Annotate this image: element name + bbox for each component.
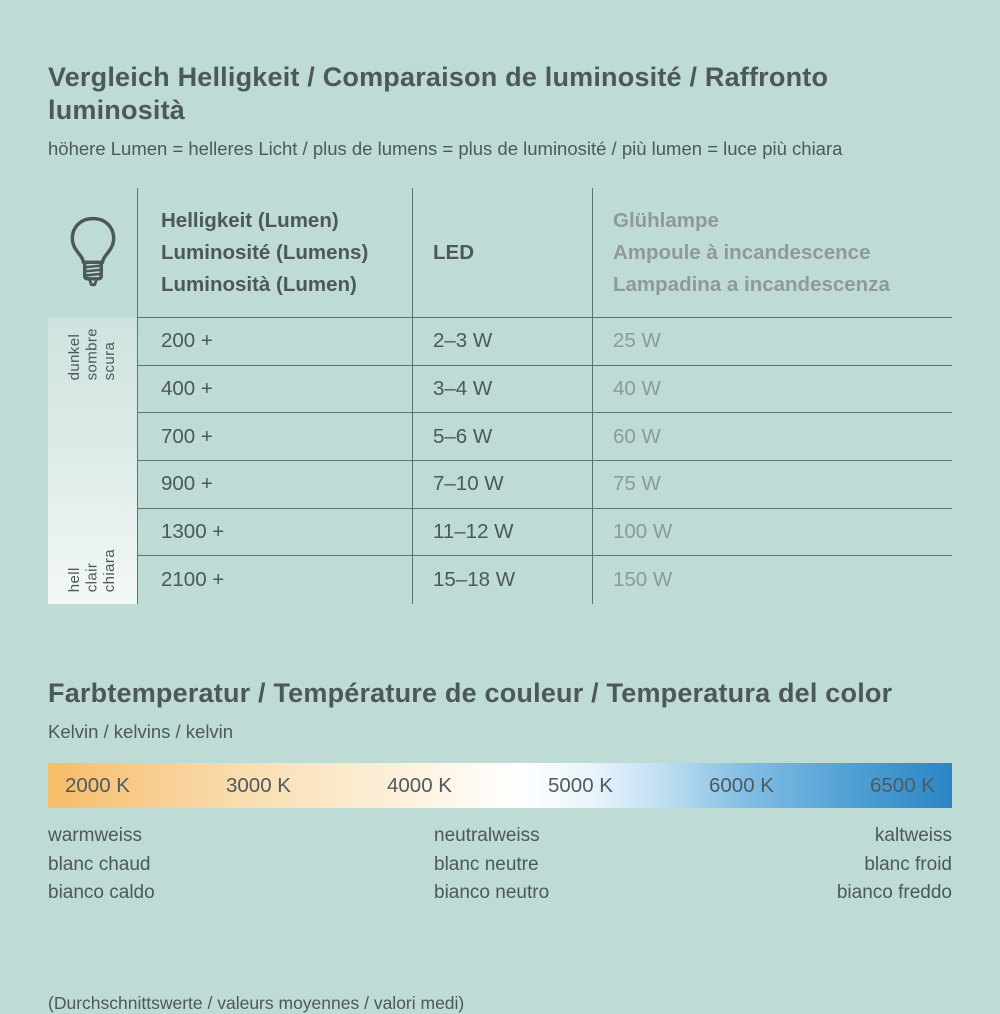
header-lumen-it: Luminosità (Lumen) [161, 272, 357, 296]
table-cell-led: 3–4 W [412, 365, 592, 414]
column-header-led: LED [412, 188, 592, 318]
table-cell-incandescent: 100 W [592, 508, 952, 557]
scale-word-sombre: sombre [83, 328, 101, 381]
header-incandescent-de: Glühlampe [613, 208, 719, 232]
header-lumen-de: Helligkeit (Lumen) [161, 208, 339, 232]
table-cell-lumen: 400 + [137, 365, 412, 414]
neutral-white-de: neutralweiss [434, 825, 540, 847]
temperature-section-subtitle: Kelvin / kelvins / kelvin [48, 721, 234, 743]
description-neutral-white: neutralweiss blanc neutre bianco neutro [434, 822, 549, 908]
table-cell-incandescent: 40 W [592, 365, 952, 414]
temperature-descriptions: warmweiss blanc chaud bianco caldo neutr… [48, 822, 952, 908]
scale-label-bright: hell clair chiara [66, 549, 119, 592]
kelvin-label-6500: 6500 K [870, 773, 935, 797]
temperature-section-title: Farbtemperatur / Température de couleur … [48, 678, 893, 709]
neutral-white-fr: blanc neutre [434, 853, 539, 875]
neutral-white-it: bianco neutro [434, 882, 550, 904]
table-cell-led: 2–3 W [412, 318, 592, 366]
kelvin-label-2000: 2000 K [65, 773, 130, 797]
header-lumen-fr: Luminosité (Lumens) [161, 240, 369, 264]
table-cell-lumen: 700 + [137, 413, 412, 462]
brightness-section-title: Vergleich Helligkeit / Comparaison de lu… [48, 62, 829, 125]
table-cell-incandescent: 150 W [592, 556, 952, 605]
scale-word-scura: scura [101, 341, 119, 381]
column-header-incandescent: Glühlampe Ampoule à incandescence Lampad… [592, 188, 952, 318]
brightness-section-subtitle: höhere Lumen = helleres Licht / plus de … [48, 138, 843, 159]
kelvin-label-5000: 5000 K [548, 773, 613, 797]
kelvin-gradient-bar: 2000 K 3000 K 4000 K 5000 K 6000 K 6500 … [48, 763, 952, 809]
table-cell-led: 15–18 W [412, 556, 592, 605]
table-cell-incandescent: 25 W [592, 318, 952, 366]
header-incandescent-fr: Ampoule à incandescence [613, 240, 871, 264]
table-cell-led: 7–10 W [412, 461, 592, 509]
table-cell-led: 5–6 W [412, 413, 592, 462]
cold-white-it: bianco freddo [836, 882, 952, 904]
kelvin-label-4000: 4000 K [387, 773, 452, 797]
brightness-comparison-table: Helligkeit (Lumen) Luminosité (Lumens) L… [48, 188, 952, 605]
table-cell-lumen: 200 + [137, 318, 412, 366]
scale-word-hell: hell [66, 567, 84, 593]
table-cell-lumen: 1300 + [137, 508, 412, 557]
table-cell-led: 11–12 W [412, 508, 592, 557]
table-cell-lumen: 2100 + [137, 556, 412, 605]
warm-white-de: warmweiss [48, 825, 142, 847]
bulb-icon [48, 188, 137, 318]
warm-white-it: bianco caldo [48, 882, 155, 904]
kelvin-label-6000: 6000 K [709, 773, 774, 797]
table-cell-lumen: 900 + [137, 461, 412, 509]
header-incandescent-it: Lampadina a incandescenza [613, 272, 890, 296]
description-cold-white: kaltweiss blanc froid bianco freddo [837, 822, 952, 908]
cold-white-de: kaltweiss [874, 825, 952, 847]
scale-word-clair: clair [83, 562, 101, 593]
scale-label-dark: dunkel sombre scura [66, 328, 119, 380]
description-warm-white: warmweiss blanc chaud bianco caldo [48, 822, 155, 908]
scale-word-dunkel: dunkel [66, 333, 84, 381]
kelvin-label-3000: 3000 K [226, 773, 291, 797]
table-cell-incandescent: 60 W [592, 413, 952, 462]
scale-word-chiara: chiara [101, 548, 119, 593]
average-values-footnote: (Durchschnittswerte / valeurs moyennes /… [48, 993, 465, 1014]
brightness-scale-strip: dunkel sombre scura hell clair chiara [48, 318, 137, 605]
table-cell-incandescent: 75 W [592, 461, 952, 509]
warm-white-fr: blanc chaud [48, 853, 151, 875]
cold-white-fr: blanc froid [864, 853, 952, 875]
column-header-lumen: Helligkeit (Lumen) Luminosité (Lumens) L… [137, 188, 412, 318]
